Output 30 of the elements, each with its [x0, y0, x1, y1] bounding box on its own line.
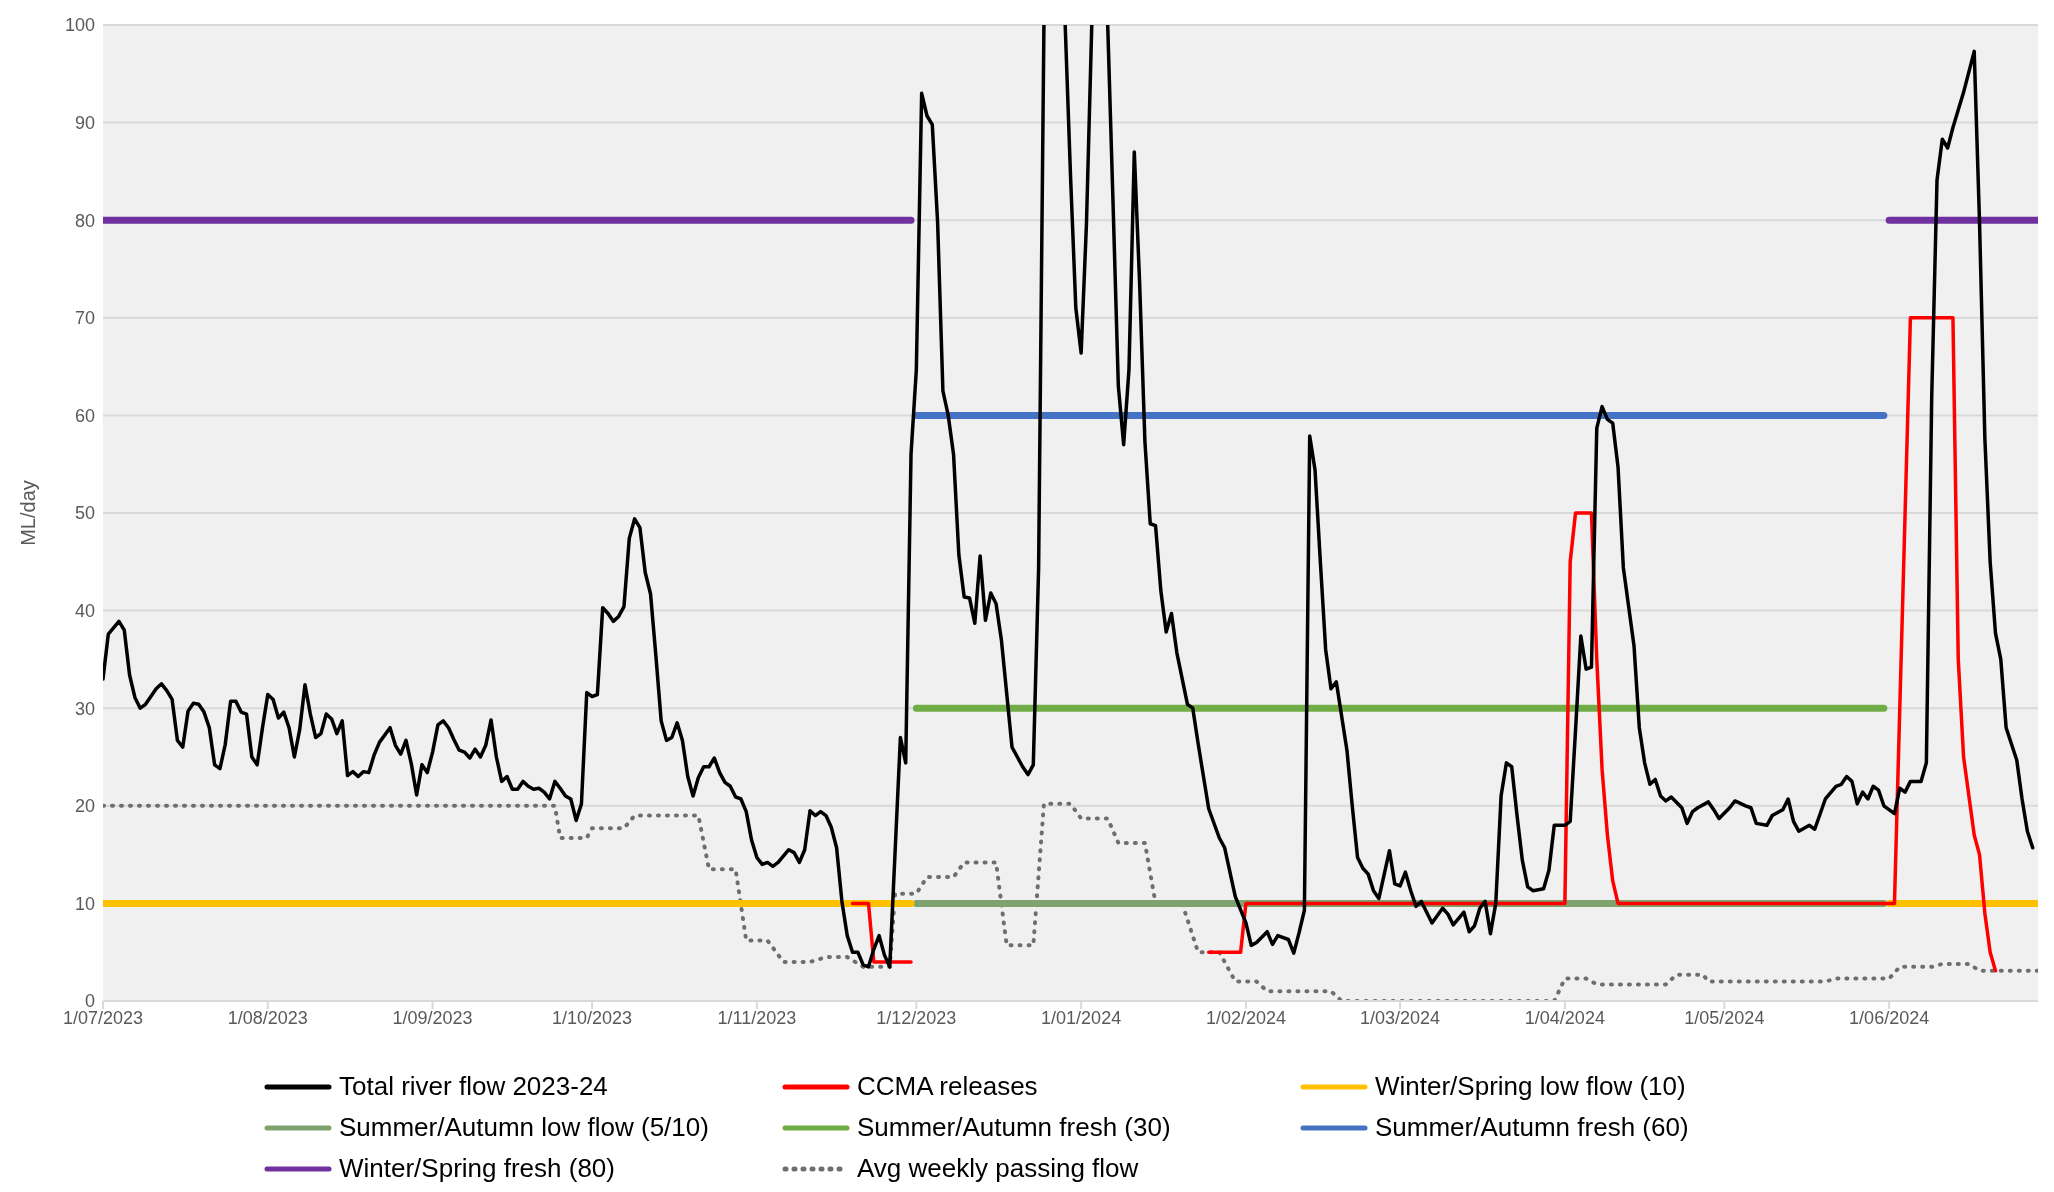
y-tick-label: 40: [74, 600, 95, 621]
y-tick-label: 50: [74, 503, 95, 524]
legend-label: CCMA releases: [857, 1071, 1038, 1102]
y-tick-label: 60: [74, 405, 95, 426]
x-tick-label: 1/08/2023: [227, 1007, 308, 1028]
legend-label: Summer/Autumn fresh (30): [857, 1112, 1171, 1143]
x-tick-label: 1/02/2024: [1205, 1007, 1286, 1028]
x-tick-label: 1/03/2024: [1360, 1007, 1441, 1028]
legend-label: Avg weekly passing flow: [857, 1153, 1139, 1184]
x-tick-label: 1/10/2023: [552, 1007, 633, 1028]
legend-label: Summer/Autumn fresh (60): [1375, 1112, 1689, 1143]
x-tick-label: 1/09/2023: [392, 1007, 473, 1028]
y-tick-label: 90: [74, 112, 95, 133]
x-tick-label: 1/01/2024: [1041, 1007, 1122, 1028]
legend-label: Winter/Spring fresh (80): [339, 1153, 615, 1184]
y-tick-label: 10: [74, 893, 95, 914]
y-tick-label: 20: [74, 796, 95, 817]
legend-label: Total river flow 2023-24: [339, 1071, 608, 1102]
y-tick-label: 80: [74, 210, 95, 231]
legend-label: Winter/Spring low flow (10): [1375, 1071, 1686, 1102]
y-tick-label: 30: [74, 698, 95, 719]
y-tick-label: 100: [64, 15, 95, 36]
x-tick-label: 1/12/2023: [876, 1007, 957, 1028]
legend-label: Summer/Autumn low flow (5/10): [339, 1112, 709, 1143]
x-tick-label: 1/04/2024: [1524, 1007, 1605, 1028]
y-tick-label: 70: [74, 308, 95, 329]
y-axis-title: ML/day: [17, 480, 40, 546]
x-tick-label: 1/11/2023: [717, 1007, 797, 1028]
x-tick-label: 1/05/2024: [1684, 1007, 1765, 1028]
x-tick-label: 1/06/2024: [1849, 1007, 1930, 1028]
